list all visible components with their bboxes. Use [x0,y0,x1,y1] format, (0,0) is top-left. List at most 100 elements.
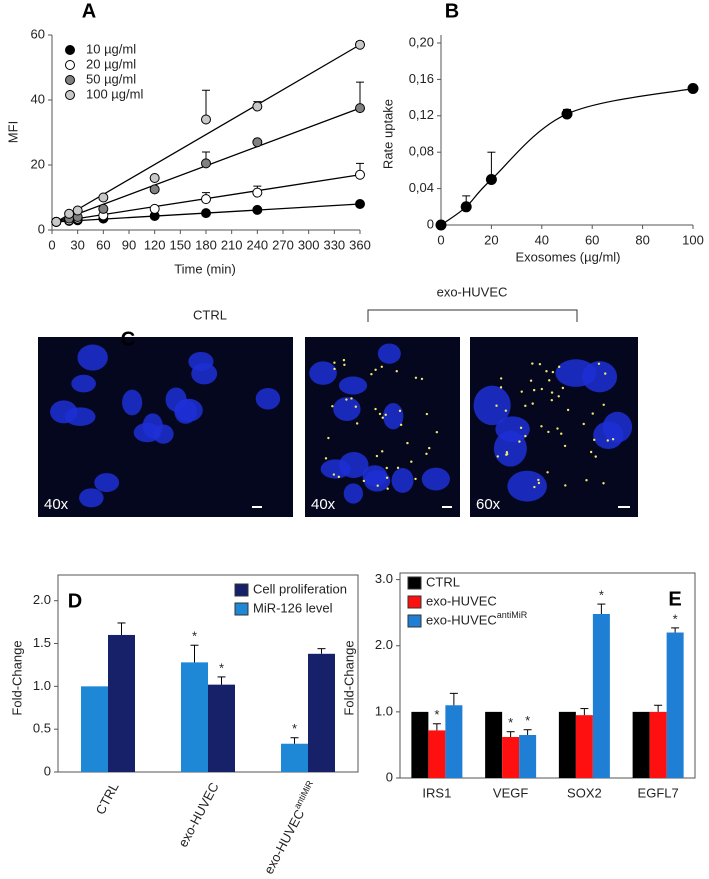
vesicle [547,430,550,434]
vesicle [504,409,508,412]
vesicle [375,454,379,458]
x-axis-label: Exosomes (µg/ml) [515,249,620,264]
nucleus [593,421,624,450]
vesicle [585,478,588,482]
bar [592,614,610,778]
nucleus [79,488,104,508]
vesicle [345,398,348,401]
nucleus [391,468,414,493]
vesicle [519,426,523,430]
point [485,174,497,185]
significance: * [525,713,530,728]
vesicle [374,368,377,372]
fit-line [55,44,361,223]
vesicle [499,377,503,380]
y-axis-label: Rate uptake [380,99,395,169]
magnification: 60x [476,496,501,513]
vesicle [561,386,565,390]
x-tick-label: IRS1 [422,785,451,800]
vesicle [370,372,373,376]
legend-label: 20 µg/ml [86,56,136,71]
point [355,199,365,209]
legend-label: 10 µg/ml [86,41,136,56]
vesicle [425,452,428,456]
vesicle [398,409,402,413]
vesicle [540,425,543,428]
vesicle [593,438,596,442]
point [64,208,75,219]
vesicle [548,379,551,382]
group-label: exo-HUVEC [437,284,508,299]
legend-swatch [407,576,422,590]
vesicle [520,390,523,393]
legend-marker [65,90,75,100]
y-axis-label: MFI [5,121,20,143]
vesicle [533,485,536,489]
x-tick-label: exo-HUVECantiMiR [259,779,322,877]
vesicle [496,455,499,458]
vesicle [564,484,567,487]
vesicle [505,450,509,454]
vesicle [376,484,379,487]
nucleus [50,400,78,424]
vesicle [557,395,560,398]
vesicle [337,475,341,479]
point [201,158,211,169]
panel-label: A [82,0,96,22]
significance: * [219,660,224,675]
vesicle [566,408,570,412]
vesicle [333,367,336,371]
y-tick-label: 20 [31,156,45,171]
x-tick-label: 20 [484,232,498,247]
vesicle [332,473,336,476]
significance: * [434,707,439,722]
legend-swatch [234,583,249,597]
vesicle [354,405,358,408]
bar [428,730,446,778]
vesicle [396,466,400,470]
point [252,137,263,148]
panel-label: C [121,328,135,350]
plot-frame [399,572,696,779]
nucleus [582,361,618,393]
vesicle [531,362,534,365]
x-tick-label: 330 [323,237,345,252]
vesicle [604,372,607,375]
y-tick-label: 0,20 [409,34,434,49]
x-tick-label: 30 [70,237,84,252]
x-tick-label: 210 [221,237,243,252]
nucleus [94,473,120,493]
legend-swatch [234,602,249,616]
y-axis-label: Fold-Change [341,640,356,715]
x-tick-label: 360 [349,237,371,252]
vesicle [550,391,554,394]
x-tick-label: exo-HUVEC [175,780,221,850]
bar [81,686,108,772]
nucleus [473,385,511,426]
vesicle [557,365,561,369]
nucleus [507,470,547,502]
vesicle [606,439,609,442]
vesicle [381,450,384,453]
vesicle [385,466,388,470]
legend-marker [65,45,75,55]
nucleus [309,361,337,385]
y-tick-label: 3.0 [375,571,393,586]
nucleus [133,422,161,443]
vesicle [331,405,334,408]
bar [208,684,235,772]
x-tick-label: 0 [437,232,444,247]
vesicle [556,427,559,430]
legend-label: MiR-126 level [253,600,333,615]
nucleus [343,483,363,504]
vesicle [551,370,555,374]
point [355,169,365,180]
vesicle [529,379,533,382]
vesicle [395,370,398,373]
legend-label: Cell proliferation [253,581,347,596]
y-tick-label: 0,08 [409,144,434,159]
y-axis-label: Fold-Change [9,640,24,715]
bar [575,715,593,778]
vesicle [582,422,585,426]
vesicle [597,362,601,365]
